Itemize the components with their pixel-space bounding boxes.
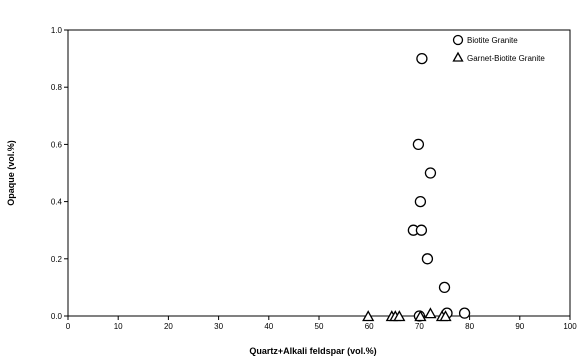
garnet-biotite-granite-point — [393, 310, 406, 322]
biotite-granite-point — [414, 195, 427, 208]
legend-marker-garnet-biotite-granite — [452, 51, 464, 62]
y-tick-label: 0.2 — [51, 255, 63, 264]
y-tick-label: 0.6 — [51, 140, 63, 149]
y-axis-title: Opaque (vol.%) — [6, 140, 16, 206]
biotite-granite-point — [421, 253, 434, 265]
plot-area-frame — [67, 29, 571, 317]
x-tick-label: 60 — [365, 322, 374, 331]
x-tick-label: 70 — [415, 322, 424, 331]
x-tick-label: 80 — [465, 322, 474, 331]
garnet-biotite-granite-point — [414, 310, 427, 322]
y-tick-label: 0.8 — [51, 83, 63, 92]
biotite-granite-point — [438, 281, 451, 294]
x-tick-label: 90 — [515, 322, 524, 331]
y-tick-label: 0.0 — [51, 312, 63, 321]
garnet-biotite-granite-point — [439, 310, 452, 322]
garnet-biotite-granite-point — [362, 310, 375, 322]
x-tick-label: 40 — [264, 322, 273, 331]
legend: Biotite Granite Garnet-Biotite Granite — [452, 34, 545, 63]
x-tick-label: 10 — [114, 322, 123, 331]
x-tick-label: 100 — [563, 322, 577, 331]
legend-label-garnet-biotite-granite: Garnet-Biotite Granite — [467, 54, 545, 63]
legend-marker-biotite-granite — [452, 34, 464, 46]
biotite-granite-point — [416, 52, 428, 65]
biotite-granite-point — [424, 167, 437, 179]
biotite-granite-point — [412, 138, 425, 151]
x-axis-title: Quartz+Alkali feldspar (vol.%) — [249, 346, 376, 356]
y-tick-label: 0.4 — [51, 198, 63, 207]
y-tick-label: 1.0 — [51, 26, 63, 35]
data-points — [362, 52, 471, 322]
x-axis-ticks: 0 10 20 30 40 50 60 70 80 90 100 — [66, 316, 577, 331]
biotite-granite-point — [458, 307, 471, 319]
y-axis-ticks: 0.0 0.2 0.4 0.6 0.8 1.0 — [51, 26, 68, 321]
legend-label-biotite-granite: Biotite Granite — [467, 36, 518, 45]
x-tick-label: 0 — [66, 322, 71, 331]
x-tick-label: 50 — [315, 322, 324, 331]
x-tick-label: 30 — [214, 322, 223, 331]
x-tick-label: 20 — [164, 322, 173, 331]
biotite-granite-point — [415, 224, 428, 236]
garnet-biotite-granite-point — [424, 307, 437, 319]
